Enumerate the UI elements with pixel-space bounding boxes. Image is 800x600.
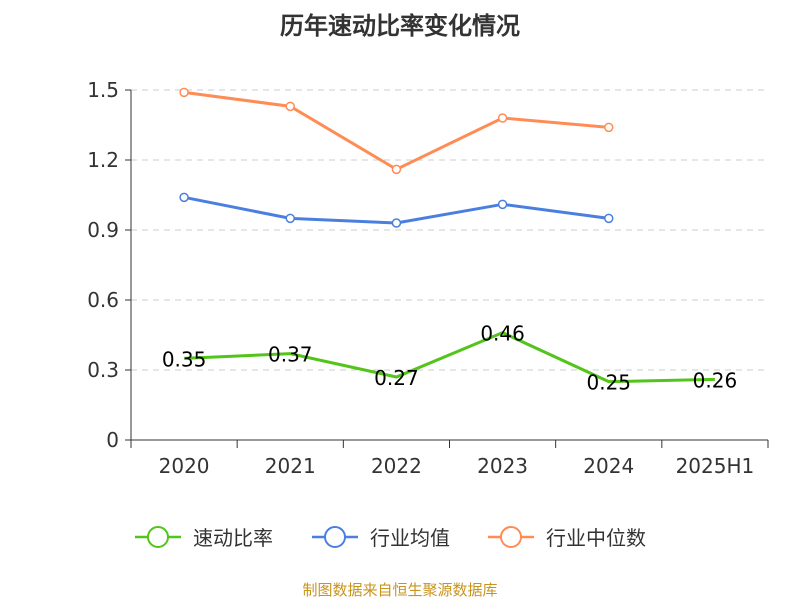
data-point — [179, 87, 189, 98]
chart-title: 历年速动比率变化情况 — [280, 12, 520, 40]
data-label: 0.37 — [268, 343, 313, 367]
y-tick-label: 1.5 — [87, 78, 119, 102]
data-label: 0.35 — [162, 347, 207, 371]
x-tick-label: 2022 — [371, 454, 422, 478]
source-note: 制图数据来自恒生聚源数据库 — [302, 581, 497, 599]
data-label: 0.46 — [480, 322, 525, 346]
y-tick-label: 0 — [106, 428, 119, 452]
legend-label: 行业中位数 — [546, 526, 646, 550]
x-tick-label: 2024 — [583, 454, 634, 478]
data-point — [285, 213, 295, 224]
data-point — [604, 213, 614, 224]
legend-marker — [147, 526, 169, 548]
data-point — [497, 199, 508, 210]
y-tick-label: 0.9 — [87, 218, 119, 242]
data-point — [285, 101, 295, 112]
data-point — [391, 218, 402, 228]
data-point — [497, 113, 508, 123]
data-point — [604, 122, 614, 133]
legend-label: 行业均值 — [370, 526, 450, 550]
data-label: 0.26 — [693, 368, 738, 392]
series-line — [183, 90, 609, 172]
legend-label: 速动比率 — [193, 526, 273, 550]
x-tick-label: 2025H1 — [676, 454, 755, 478]
data-label: 0.27 — [374, 366, 419, 390]
y-tick-label: 0.3 — [87, 358, 119, 382]
legend-marker — [500, 526, 522, 548]
x-tick-label: 2021 — [265, 454, 316, 478]
y-tick-label: 1.2 — [87, 148, 119, 172]
series-line — [184, 331, 715, 384]
x-tick-label: 2020 — [159, 454, 210, 478]
y-tick-label: 0.6 — [87, 288, 119, 312]
legend-marker — [324, 526, 346, 548]
data-point — [179, 192, 189, 203]
x-tick-label: 2023 — [477, 454, 528, 478]
data-label: 0.25 — [586, 371, 631, 395]
data-point — [391, 164, 402, 175]
